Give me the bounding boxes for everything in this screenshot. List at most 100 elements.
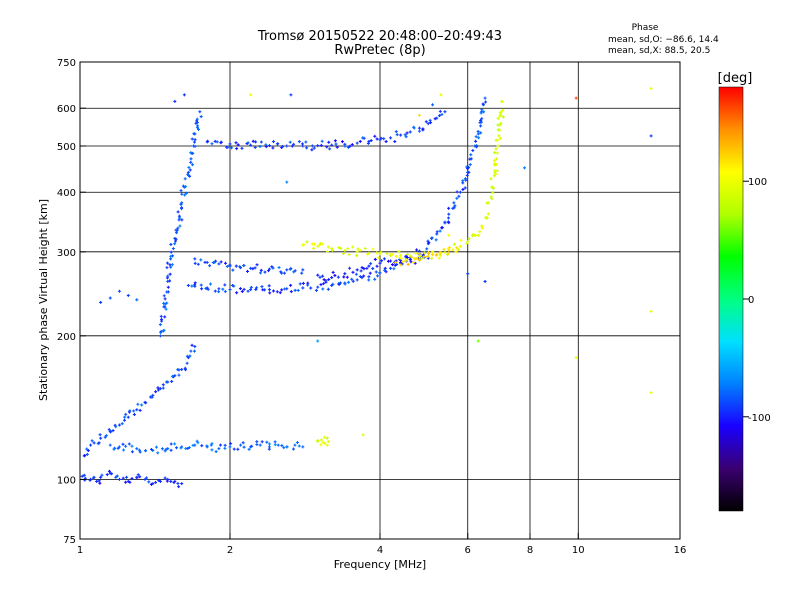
trace-point — [188, 174, 192, 178]
trace-point — [193, 257, 197, 261]
trace-point — [421, 128, 425, 132]
scatter-point — [466, 272, 470, 276]
trace-point — [376, 256, 380, 260]
trace-point — [189, 160, 193, 164]
trace-point — [249, 285, 253, 289]
trace-point — [85, 447, 89, 451]
trace-point — [447, 212, 451, 216]
trace-point — [223, 261, 227, 265]
trace-point — [157, 478, 161, 482]
trace-point — [360, 276, 364, 280]
trace-point — [461, 187, 465, 191]
trace-point — [184, 191, 188, 195]
trace-point — [333, 273, 337, 277]
trace-point — [362, 267, 366, 271]
trace-point — [161, 386, 165, 390]
trace-point — [171, 254, 175, 258]
trace-point — [279, 270, 283, 274]
trace-point — [404, 135, 408, 139]
trace-point — [117, 445, 121, 449]
trace-point — [196, 262, 200, 266]
trace-point — [351, 279, 355, 283]
trace-point — [354, 272, 358, 276]
trace-point — [491, 191, 495, 195]
trace-point — [193, 443, 197, 447]
trace-point — [392, 267, 396, 271]
trace-point — [165, 301, 169, 305]
trace-point — [135, 475, 139, 479]
trace-point — [103, 435, 107, 439]
trace-point — [80, 474, 84, 478]
trace-point — [267, 442, 271, 446]
trace-point — [282, 446, 286, 450]
trace-point — [346, 145, 350, 149]
trace-point — [458, 190, 462, 194]
trace-point — [424, 120, 428, 124]
trace-point — [310, 144, 314, 148]
trace-point — [302, 243, 306, 247]
scatter-point — [523, 166, 527, 170]
trace-point — [267, 267, 271, 271]
trace-point — [179, 189, 183, 193]
trace-point — [375, 251, 379, 255]
trace-point — [378, 261, 382, 265]
trace-point — [483, 96, 487, 100]
trace-point — [193, 284, 197, 288]
trace-point — [325, 250, 329, 254]
trace-point — [499, 110, 503, 114]
trace-point — [403, 259, 407, 263]
x-tick-label: 2 — [227, 545, 233, 556]
trace-point — [163, 305, 167, 309]
trace-point — [316, 273, 320, 277]
trace-point — [180, 207, 184, 211]
trace-point — [367, 139, 371, 143]
trace-point — [382, 137, 386, 141]
trace-point — [161, 383, 165, 387]
trace-point — [193, 138, 197, 142]
trace-point — [189, 349, 193, 353]
trace-point — [130, 444, 134, 448]
trace-point — [316, 439, 320, 443]
trace-point — [253, 266, 257, 270]
trace-point — [195, 117, 199, 121]
trace-point — [232, 284, 236, 288]
trace-point — [192, 144, 196, 148]
trace-point — [373, 134, 377, 138]
trace-point — [195, 121, 199, 125]
trace-point — [336, 275, 340, 279]
trace-point — [186, 172, 190, 176]
trace-point — [355, 141, 359, 145]
trace-point — [205, 445, 209, 449]
trace-point — [335, 145, 339, 149]
trace-point — [168, 263, 172, 267]
trace-point — [208, 282, 212, 286]
trace-point — [477, 136, 481, 140]
trace-point — [169, 265, 173, 269]
x-tick-label: 16 — [674, 545, 687, 556]
trace-point — [479, 118, 483, 122]
scatter-point — [447, 233, 451, 237]
trace-point — [163, 476, 167, 480]
trace-point — [314, 288, 318, 292]
trace-point — [261, 288, 265, 292]
trace-point — [456, 248, 460, 252]
scatter-point — [649, 391, 653, 395]
trace-point — [127, 442, 131, 446]
trace-point — [480, 117, 484, 121]
trace-point — [162, 301, 166, 305]
trace-point — [239, 443, 243, 447]
trace-point — [300, 271, 304, 275]
trace-point — [107, 428, 111, 432]
trace-point — [384, 270, 388, 274]
trace-point — [200, 444, 204, 448]
trace-point — [273, 443, 277, 447]
trace-point — [474, 139, 478, 143]
trace-point — [190, 137, 194, 141]
x-axis-ticks: 1 2 4 6 8 10 16 — [77, 533, 687, 556]
trace-point — [350, 143, 354, 147]
trace-point — [105, 473, 109, 477]
trace-point — [238, 287, 242, 291]
trace-point — [478, 230, 482, 234]
trace-point — [123, 415, 127, 419]
trace-point — [485, 201, 489, 205]
